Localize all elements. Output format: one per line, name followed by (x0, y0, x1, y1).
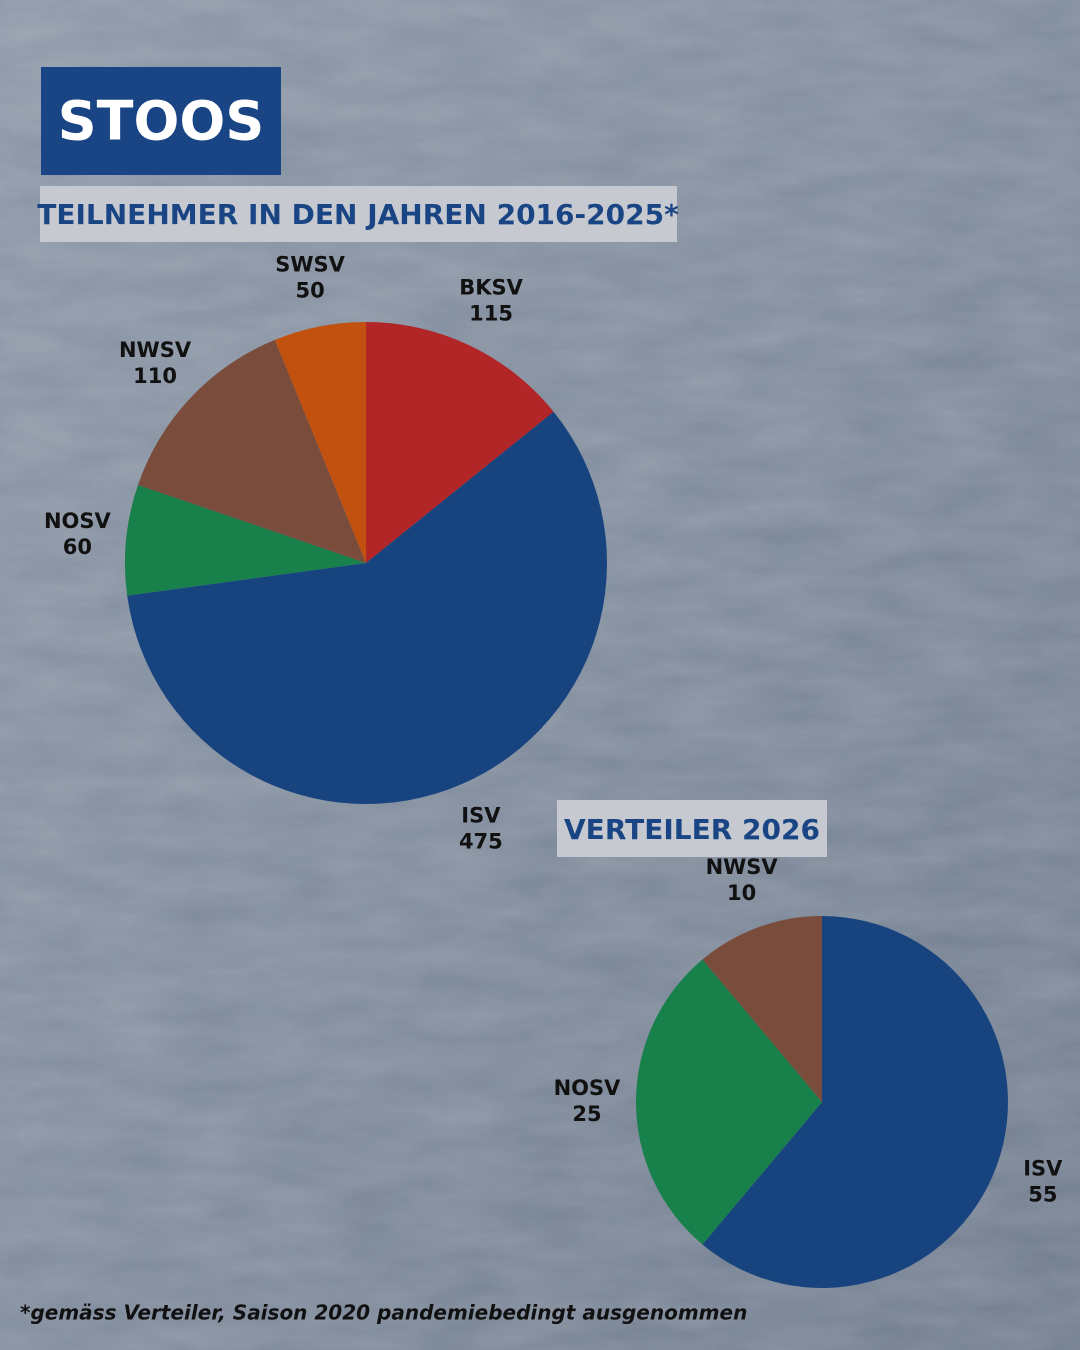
slice-label: NWSV (119, 338, 192, 362)
pie-slice (366, 322, 554, 563)
pie-slice (125, 484, 367, 596)
pie-slice (702, 916, 1009, 1288)
chart-title: TEILNEHMER IN DEN JAHREN 2016-2025* (37, 198, 679, 231)
slice-value: 25 (572, 1102, 601, 1126)
slice-label: ISV (1023, 1156, 1063, 1180)
pie-slice (137, 339, 366, 563)
slice-value: 115 (469, 301, 513, 325)
slice-value: 475 (459, 829, 503, 853)
slice-label: NOSV (554, 1076, 622, 1100)
footnote: *gemäss Verteiler, Saison 2020 pandemieb… (20, 1301, 747, 1325)
subtitle-box (40, 186, 677, 242)
pie-slice (127, 411, 608, 804)
pie-slice (636, 959, 822, 1245)
slice-label: BKSV (459, 275, 523, 299)
slice-value: 55 (1028, 1182, 1057, 1206)
subtitle-box (557, 800, 827, 857)
title-box (41, 67, 281, 175)
chart-title: VERTEILER 2026 (564, 813, 820, 846)
slice-value: 10 (727, 881, 756, 905)
pie-slice (274, 322, 366, 563)
page-title: STOOS (58, 90, 264, 153)
slice-value: 110 (133, 364, 177, 388)
slice-value: 60 (63, 535, 92, 559)
slice-label: SWSV (275, 252, 345, 276)
pie-slice (702, 916, 822, 1102)
slice-value: 50 (295, 278, 324, 302)
slice-label: NWSV (706, 855, 779, 879)
slice-label: NOSV (44, 509, 112, 533)
slice-label: ISV (461, 803, 501, 827)
